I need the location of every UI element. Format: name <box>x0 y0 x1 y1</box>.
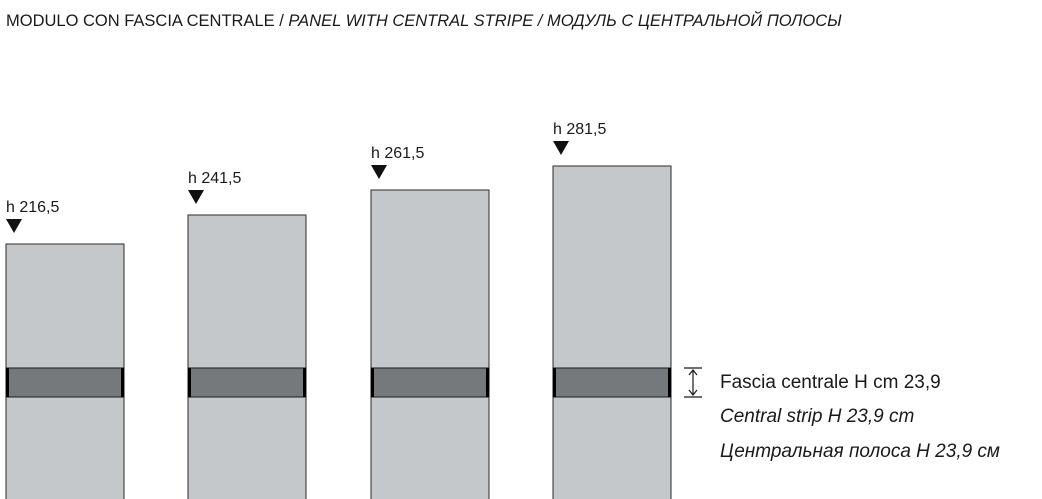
legend-line: Central strip H 23,9 cm <box>720 406 914 427</box>
height-marker <box>553 141 569 155</box>
central-strip <box>5 367 125 398</box>
title: MODULO CON FASCIA CENTRALE / PANEL WITH … <box>6 11 842 30</box>
central-strip <box>552 367 672 398</box>
strip-edge <box>6 368 9 397</box>
central-strip <box>187 367 307 398</box>
legend-line: Fascia centrale H cm 23,9 <box>720 372 941 393</box>
strip-edge <box>486 368 489 397</box>
height-label: h 216,5 <box>6 199 59 216</box>
height-label: h 241,5 <box>188 170 241 187</box>
strip-icon <box>684 367 702 398</box>
legend-line: Центральная полоса H 23,9 см <box>720 441 1000 462</box>
height-marker <box>371 165 387 179</box>
strip-edge <box>553 368 556 397</box>
panel <box>552 165 672 499</box>
title-italic: PANEL WITH CENTRAL STRIPE / МОДУЛЬ С ЦЕН… <box>288 11 842 30</box>
height-label: h 281,5 <box>553 121 606 138</box>
height-label: h 261,5 <box>371 145 424 162</box>
strip-edge <box>668 368 671 397</box>
height-marker <box>188 190 204 204</box>
height-marker <box>6 219 22 233</box>
central-strip <box>370 367 490 398</box>
title-text: MODULO CON FASCIA CENTRALE / <box>6 12 284 30</box>
strip-edge <box>188 368 191 397</box>
panel <box>370 189 490 499</box>
strip-edge <box>121 368 124 397</box>
strip-edge <box>303 368 306 397</box>
strip-edge <box>371 368 374 397</box>
panel <box>187 214 307 499</box>
panels: h 216,5 h 241,5 h 261,5 h 281,5 <box>5 121 672 499</box>
